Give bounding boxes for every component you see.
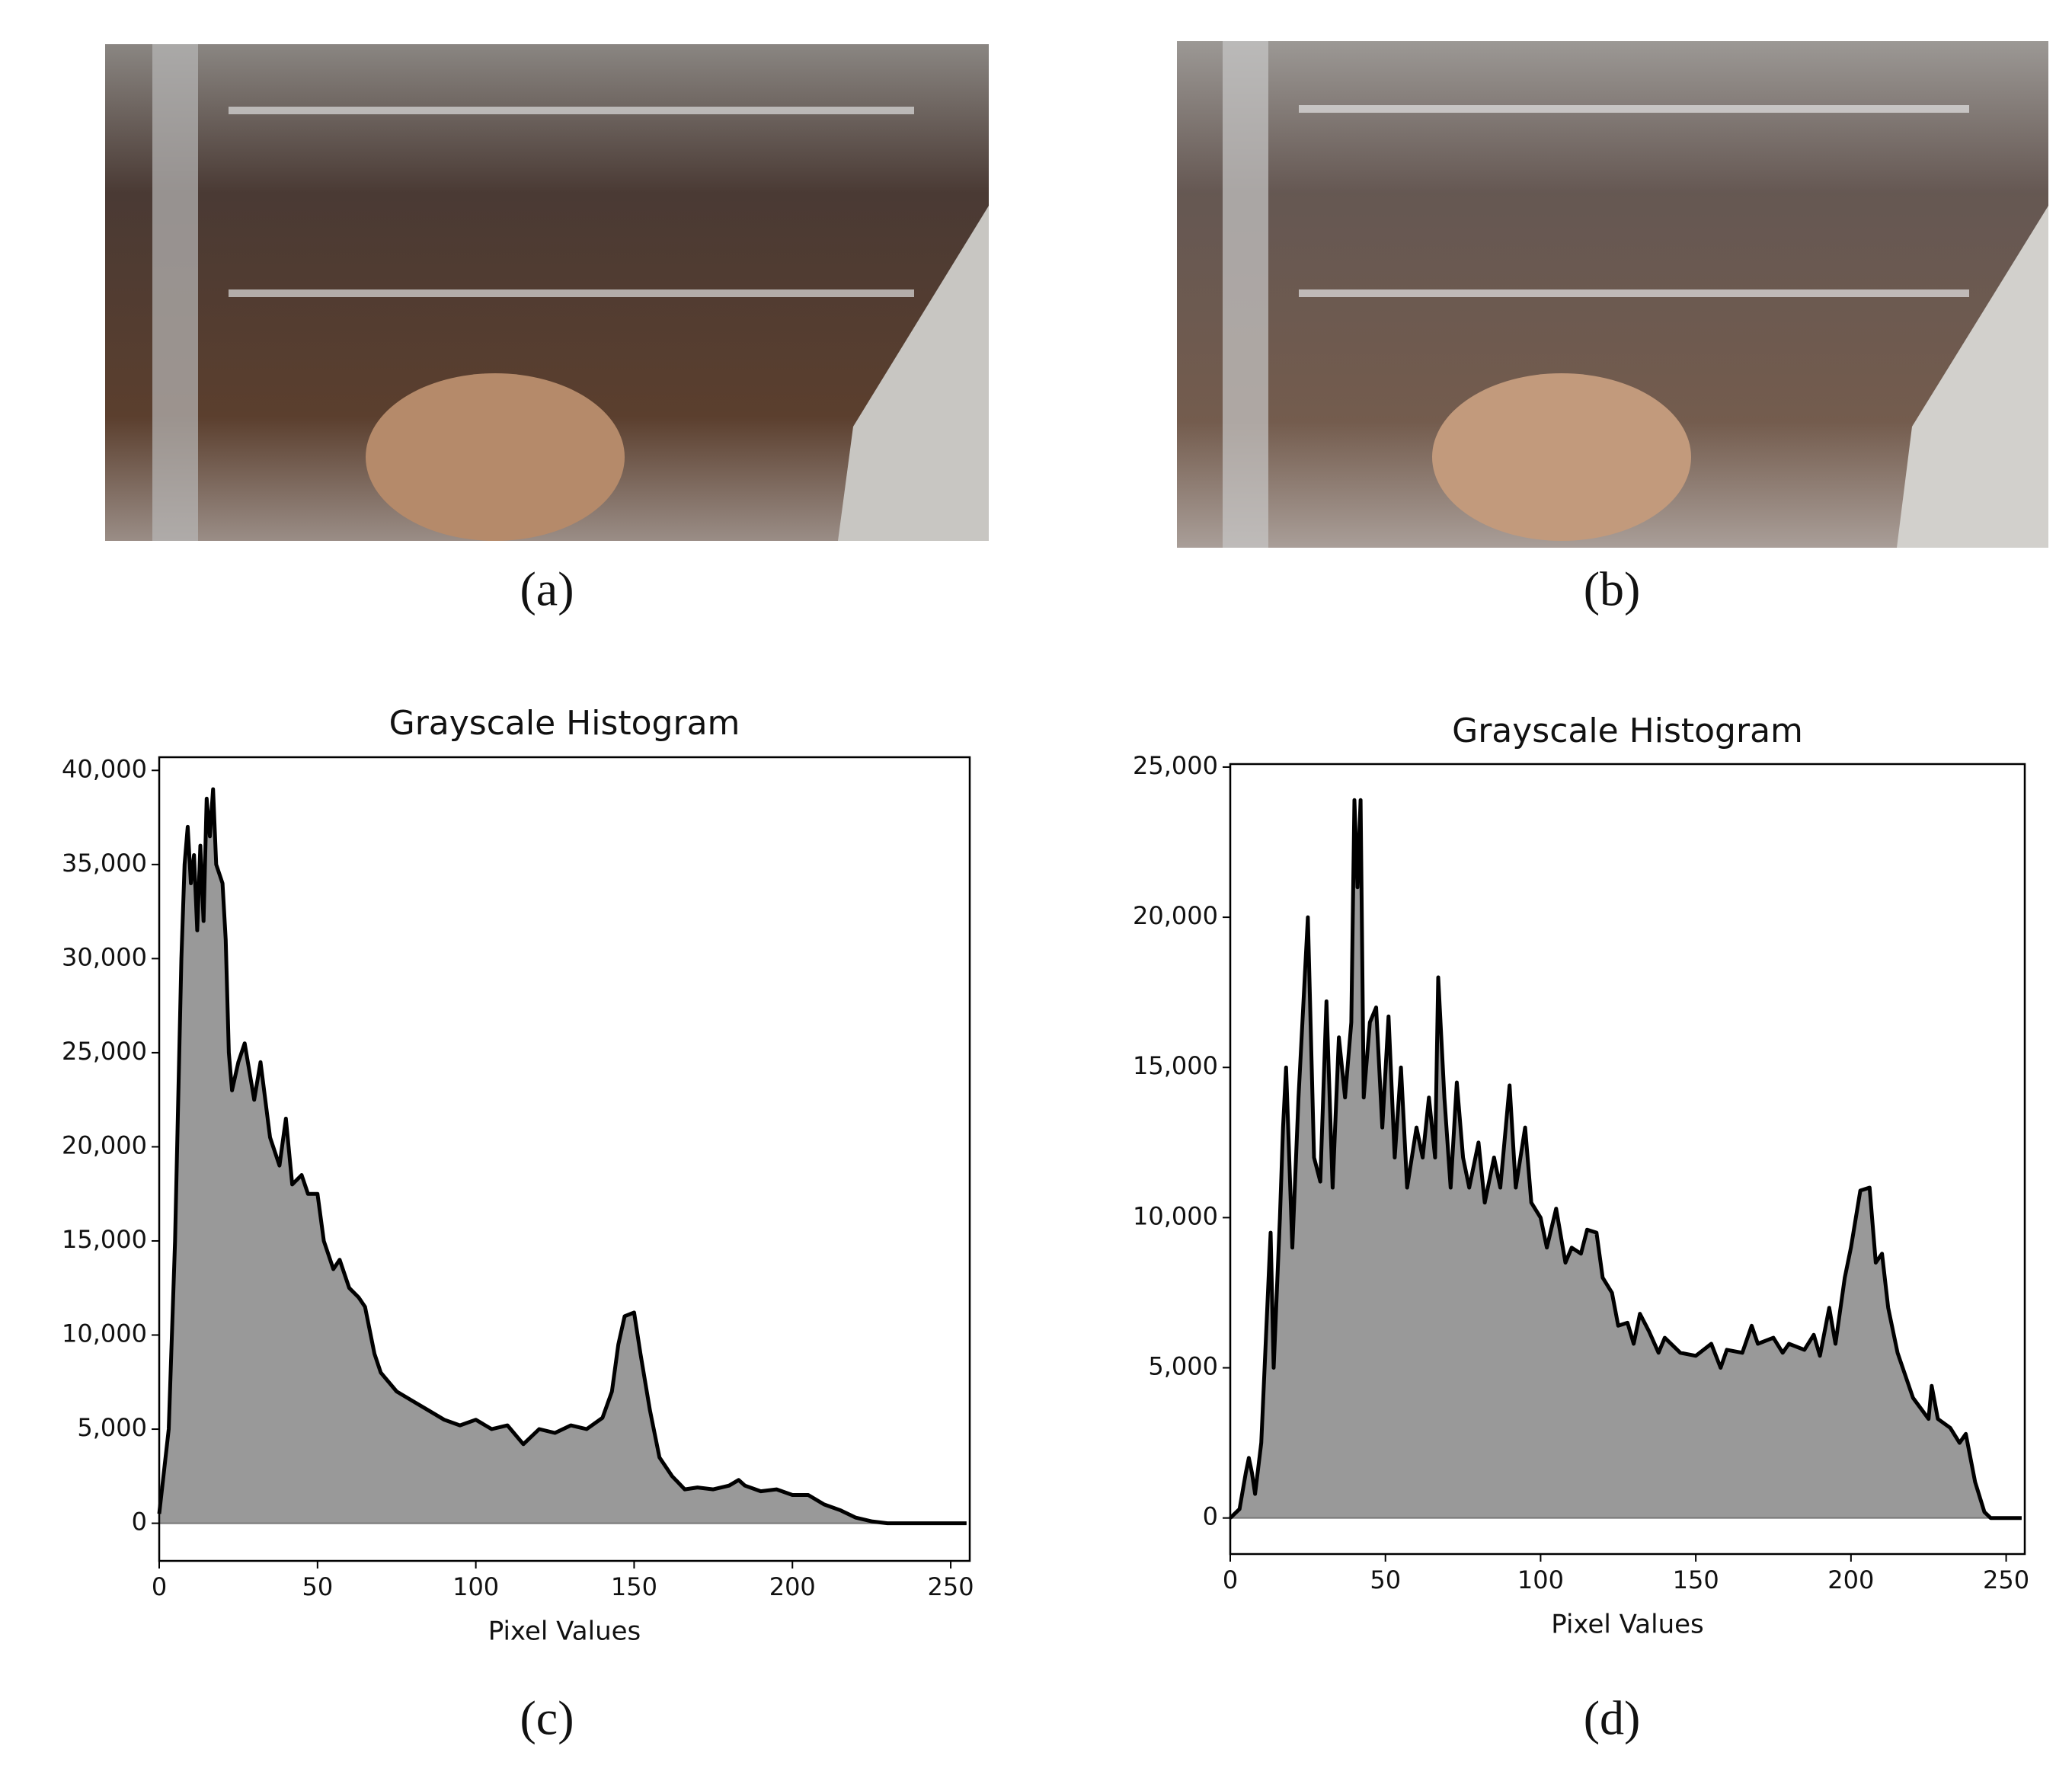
x-tick-label: 250 bbox=[1983, 1565, 2029, 1594]
area bbox=[159, 789, 967, 1524]
x-tick-label: 50 bbox=[1370, 1565, 1401, 1594]
y-tick-label: 15,000 bbox=[62, 1225, 147, 1254]
y-tick-label: 35,000 bbox=[62, 849, 147, 878]
x-tick-label: 50 bbox=[302, 1572, 333, 1601]
x-axis-label: Pixel Values bbox=[1551, 1610, 1704, 1640]
x-tick-label: 200 bbox=[1827, 1565, 1874, 1594]
y-tick-label: 5,000 bbox=[77, 1413, 147, 1442]
photo-a bbox=[105, 44, 989, 541]
chart-title: Grayscale Histogram bbox=[389, 704, 740, 743]
y-tick-label: 20,000 bbox=[62, 1130, 147, 1159]
y-tick-label: 30,000 bbox=[62, 942, 147, 971]
photo-b bbox=[1177, 41, 2048, 548]
chart-title: Grayscale Histogram bbox=[1452, 712, 1803, 750]
caption: (c) bbox=[520, 1691, 574, 1745]
axes-frame bbox=[158, 756, 971, 1562]
area bbox=[1230, 800, 2022, 1518]
x-tick-label: 0 bbox=[1223, 1565, 1238, 1594]
y-tick-label: 25,000 bbox=[1133, 751, 1218, 780]
y-tick-label: 25,000 bbox=[62, 1037, 147, 1066]
x-tick-label: 0 bbox=[152, 1572, 167, 1601]
x-axis-label: Pixel Values bbox=[488, 1617, 641, 1647]
line bbox=[157, 787, 967, 1526]
axes-frame bbox=[1229, 763, 2026, 1556]
y-tick-label: 15,000 bbox=[1133, 1051, 1218, 1080]
x-tick-label: 100 bbox=[452, 1572, 499, 1601]
y-tick-label: 20,000 bbox=[1133, 901, 1218, 930]
x-tick-label: 150 bbox=[611, 1572, 657, 1601]
y-tick-label: 10,000 bbox=[62, 1319, 147, 1348]
line bbox=[1229, 798, 2022, 1521]
x-tick-label: 150 bbox=[1673, 1565, 1719, 1594]
x-tick-label: 250 bbox=[928, 1572, 974, 1601]
y-tick-label: 40,000 bbox=[62, 754, 147, 783]
y-tick-label: 0 bbox=[132, 1508, 147, 1537]
y-tick-label: 5,000 bbox=[1148, 1352, 1218, 1381]
x-tick-label: 200 bbox=[769, 1572, 816, 1601]
caption: (d) bbox=[1584, 1691, 1641, 1745]
x-tick-label: 100 bbox=[1517, 1565, 1564, 1594]
caption: (a) bbox=[520, 562, 574, 616]
y-tick-label: 0 bbox=[1203, 1502, 1218, 1531]
caption: (b) bbox=[1584, 562, 1641, 616]
y-tick-label: 10,000 bbox=[1133, 1201, 1218, 1230]
